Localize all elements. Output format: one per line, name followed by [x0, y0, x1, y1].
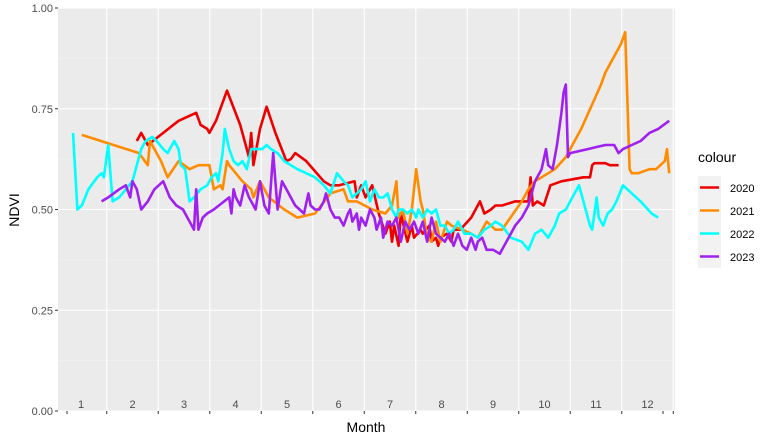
- legend: colour 2020 2021 2022 2023: [698, 149, 754, 268]
- month-label: 4: [232, 399, 238, 411]
- series-line-2021: [81, 30, 671, 243]
- y-tick-label: 0.75: [32, 104, 53, 116]
- month-labels: 1 2 3 4 5 6 7 8 9 10 11 12: [78, 399, 654, 411]
- y-tick-label: 0.00: [32, 406, 53, 418]
- month-label: 11: [590, 399, 601, 411]
- month-label: 7: [387, 399, 393, 411]
- month-label: 8: [438, 399, 444, 411]
- y-tick-label: 1.00: [32, 3, 53, 15]
- series-lines: [71, 30, 671, 256]
- y-axis-title: NDVI: [6, 193, 22, 226]
- month-label: 10: [538, 399, 550, 411]
- month-label: 1: [78, 399, 84, 411]
- grid-lines: [58, 7, 675, 412]
- legend-title: colour: [698, 149, 736, 165]
- month-label: 3: [181, 399, 187, 411]
- y-tick-label: 0.25: [32, 305, 53, 317]
- legend-label: 2023: [730, 252, 754, 264]
- y-tick-label: 0.50: [32, 205, 53, 217]
- month-label: 5: [284, 399, 290, 411]
- month-label: 12: [641, 399, 653, 411]
- x-axis-title: Month: [347, 419, 386, 435]
- month-label: 2: [129, 399, 135, 411]
- legend-label: 2022: [730, 229, 754, 241]
- series-line-2023: [100, 83, 670, 256]
- legend-label: 2021: [730, 206, 754, 218]
- month-label: 9: [490, 399, 496, 411]
- legend-label: 2020: [730, 183, 754, 195]
- month-label: 6: [335, 399, 341, 411]
- series-line-2022: [71, 127, 659, 252]
- axes: 0.00 0.25 0.50 0.75 1.00: [32, 3, 674, 418]
